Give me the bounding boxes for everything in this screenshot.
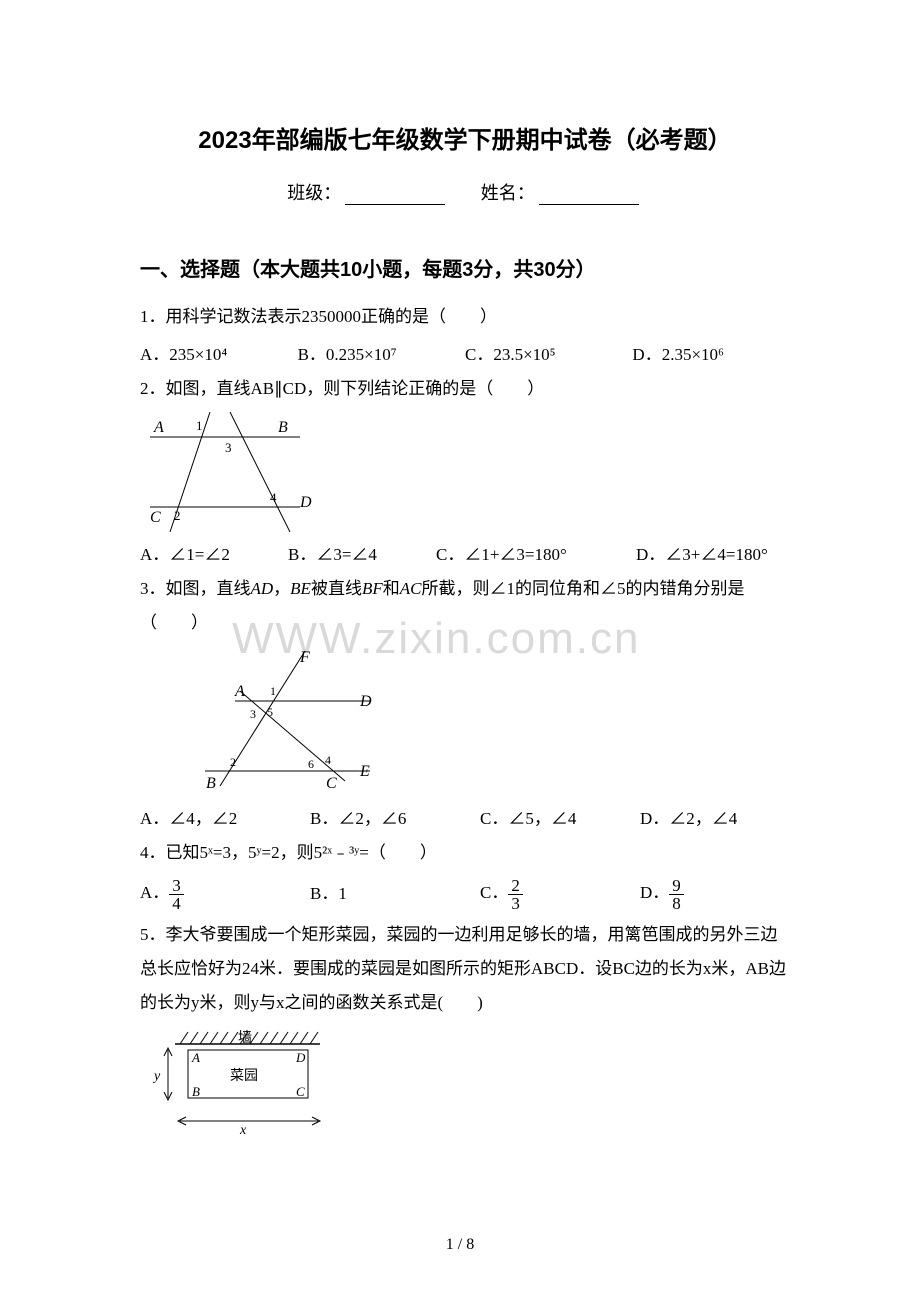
q4-d-label: D． — [640, 883, 669, 902]
q4-option-d: D．98 — [640, 876, 684, 912]
q5-label-B: B — [192, 1084, 200, 1099]
q3-option-a: A．∠4，∠2 — [140, 802, 310, 836]
q2-label-D: D — [299, 494, 312, 511]
q3-label-F: F — [299, 649, 310, 666]
q4-a-label: A． — [140, 883, 169, 902]
section-1-heading: 一、选择题（本大题共10小题，每题3分，共30分） — [140, 253, 790, 282]
q4-d-num: 9 — [669, 877, 684, 895]
q2-option-b: B．∠3=∠4 — [288, 538, 436, 572]
question-1: 1．用科学记数法表示2350000正确的是（ ） — [140, 300, 790, 334]
q3-text-pre: 3．如图，直线 — [140, 579, 251, 598]
q3-angle-2: 2 — [230, 755, 236, 769]
q2-label-A: A — [153, 419, 164, 436]
q5-garden-label: 菜园 — [230, 1068, 258, 1084]
q2-angle-4: 4 — [270, 490, 277, 505]
page-title: 2023年部编版七年级数学下册期中试卷（必考题） — [140, 120, 790, 155]
question-1-options: A．235×10⁴ B．0.235×10⁷ C．23.5×10⁵ D．2.35×… — [140, 338, 790, 372]
q3-angle-3: 3 — [250, 707, 256, 721]
student-info-line: 班级： 姓名： — [140, 179, 790, 205]
question-5: 5．李大爷要围成一个矩形菜园，菜园的一边利用足够长的墙，用篱笆围成的另外三边总长… — [140, 918, 790, 1020]
q3-option-c: C．∠5，∠4 — [480, 802, 640, 836]
q2-angle-2: 2 — [174, 508, 181, 523]
q5-diagram: 墙 菜园 A D B C y x — [140, 1026, 790, 1136]
question-2-options: A．∠1=∠2 B．∠3=∠4 C．∠1+∠3=180° D．∠3+∠4=180… — [140, 538, 790, 572]
q2-diagram: A B C D 1 2 3 4 — [140, 412, 790, 532]
q3-label-A: A — [234, 683, 245, 700]
q3-label-B: B — [206, 775, 216, 792]
q3-text-bf: BF — [362, 579, 383, 598]
q2-label-C: C — [150, 509, 161, 526]
name-label: 姓名： — [481, 183, 535, 203]
q2-option-a: A．∠1=∠2 — [140, 538, 288, 572]
q2-svg: A B C D 1 2 3 4 — [140, 412, 320, 532]
q5-svg: 墙 菜园 A D B C y x — [140, 1026, 330, 1136]
q4-d-den: 8 — [669, 895, 684, 912]
q2-angle-1: 1 — [196, 418, 203, 433]
q2-option-d: D．∠3+∠4=180° — [636, 538, 768, 572]
q5-label-y: y — [152, 1069, 161, 1084]
q4-c-label: C． — [480, 883, 508, 902]
q2-label-B: B — [278, 419, 288, 436]
question-4-options: A．34 B．1 C．23 D．98 — [140, 876, 790, 912]
q4-option-b: B．1 — [310, 877, 480, 911]
q3-text-ad: AD — [251, 579, 274, 598]
q3-svg: F A D B C E 1 2 3 4 5 6 — [200, 646, 400, 796]
q1-option-c: C．23.5×10⁵ — [465, 338, 632, 372]
q3-option-b: B．∠2，∠6 — [310, 802, 480, 836]
q5-label-A: A — [191, 1050, 200, 1065]
class-blank — [345, 185, 445, 205]
q3-angle-5: 5 — [267, 705, 273, 719]
q1-option-a: A．235×10⁴ — [140, 338, 298, 372]
question-4: 4．已知5ˣ=3，5ʸ=2，则5²ˣ﹣³ʸ=（ ） — [140, 836, 790, 870]
q4-option-a: A．34 — [140, 876, 310, 912]
q5-wall-label: 墙 — [238, 1030, 252, 1046]
q3-text-m2: 被直线 — [311, 579, 362, 598]
q3-angle-6: 6 — [308, 757, 314, 771]
q2-angle-3: 3 — [225, 440, 232, 455]
q5-label-C: C — [296, 1084, 305, 1099]
q3-text-be: BE — [290, 579, 311, 598]
q3-text-m1: ， — [273, 579, 290, 598]
q4-c-num: 2 — [508, 877, 523, 895]
q4-a-num: 3 — [169, 877, 184, 895]
q3-text-m3: 和 — [383, 579, 400, 598]
q4-c-den: 3 — [508, 895, 523, 912]
q4-option-c: C．23 — [480, 876, 640, 912]
q3-label-D: D — [359, 693, 372, 710]
q3-label-E: E — [359, 763, 370, 780]
question-2: 2．如图，直线AB∥CD，则下列结论正确的是（ ） — [140, 372, 790, 406]
q3-angle-4: 4 — [325, 753, 331, 767]
q5-label-x: x — [239, 1123, 247, 1136]
q1-option-d: D．2.35×10⁶ — [632, 338, 790, 372]
q3-option-d: D．∠2，∠4 — [640, 802, 737, 836]
q5-label-D: D — [295, 1050, 306, 1065]
class-label: 班级： — [287, 183, 341, 203]
q3-angle-1: 1 — [270, 684, 276, 698]
q1-option-b: B．0.235×10⁷ — [298, 338, 465, 372]
q3-diagram: F A D B C E 1 2 3 4 5 6 — [140, 646, 790, 796]
q2-option-c: C．∠1+∠3=180° — [436, 538, 636, 572]
name-blank — [539, 185, 639, 205]
q3-label-C: C — [326, 775, 337, 792]
question-3: 3．如图，直线AD，BE被直线BF和AC所截，则∠1的同位角和∠5的内错角分别是… — [140, 572, 790, 640]
q4-a-den: 4 — [169, 895, 184, 912]
question-3-options: A．∠4，∠2 B．∠2，∠6 C．∠5，∠4 D．∠2，∠4 — [140, 802, 790, 836]
q3-text-ac: AC — [400, 579, 422, 598]
page-footer: 1 / 8 — [0, 1236, 920, 1254]
